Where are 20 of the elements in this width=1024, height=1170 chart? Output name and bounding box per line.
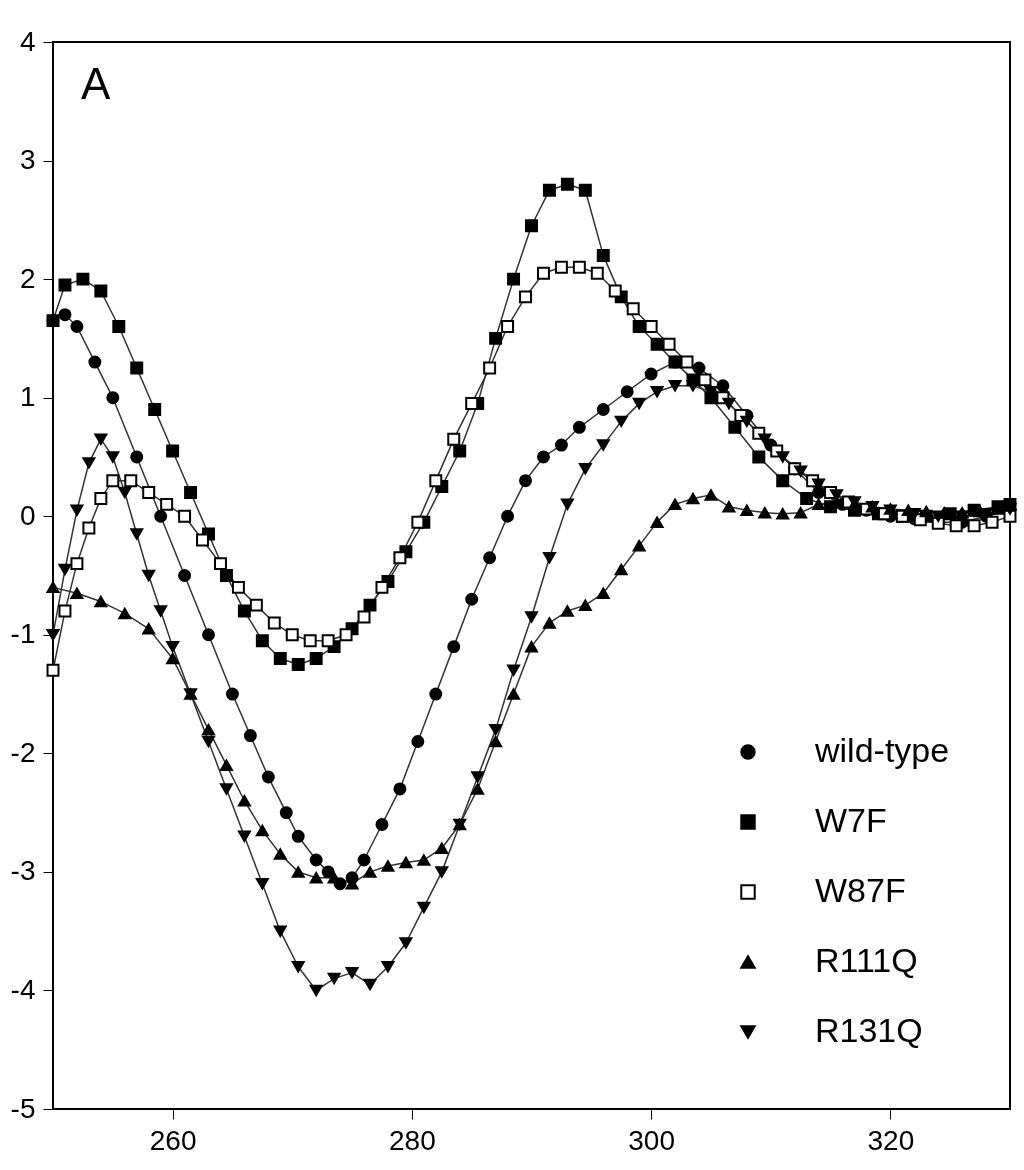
y-tick-label: 1 [19, 381, 36, 413]
x-tick-label: 280 [389, 1124, 436, 1156]
legend-label: wild-type [814, 731, 950, 769]
y-tick-label: -1 [10, 618, 36, 650]
y-tick-label: 2 [19, 262, 36, 294]
legend-label: W7F [815, 801, 887, 839]
y-tick-label: -4 [10, 973, 36, 1005]
x-tick-label: 300 [628, 1124, 675, 1156]
x-tick-label: 260 [149, 1124, 197, 1156]
y-tick-label: 4 [19, 25, 36, 57]
y-tick-label: -3 [10, 855, 36, 887]
y-tick-label: 3 [19, 144, 36, 176]
x-tick-label: 320 [867, 1124, 915, 1156]
legend-label: R131Q [815, 1011, 923, 1049]
y-tick-label: -5 [10, 1092, 36, 1124]
legend-label: R111Q [815, 941, 918, 979]
y-tick-label: 0 [19, 499, 36, 531]
y-tick-label: -2 [10, 736, 36, 768]
legend-label: W87F [815, 871, 906, 909]
annotation: A [81, 59, 111, 108]
